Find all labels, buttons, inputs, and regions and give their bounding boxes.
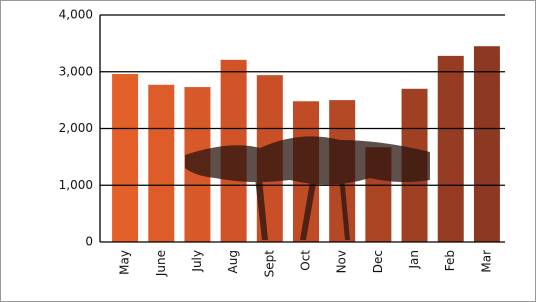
y-tick-label: 3,000 (59, 64, 93, 78)
bar (438, 56, 464, 242)
bar (112, 74, 138, 242)
x-tick-label: June (154, 250, 168, 277)
x-tick-label: Dec (371, 250, 385, 273)
x-tick-label: Feb (443, 250, 457, 271)
chart: May June July Aug Sept Oct Nov Dec Jan Feb Mar 0 1,0… (0, 0, 536, 302)
bar (148, 85, 174, 242)
x-tick-label: Sept (262, 250, 276, 278)
x-tick-label: Nov (335, 250, 349, 273)
x-tick-label: Oct (299, 250, 313, 271)
x-tick-label: Aug (226, 250, 240, 273)
x-tick-label: May (118, 250, 132, 275)
x-tick-label: Mar (479, 250, 493, 273)
y-tick-label: 0 (85, 235, 93, 249)
y-tick-label: 1,000 (59, 178, 93, 192)
x-tick-label: Jan (407, 250, 421, 270)
y-tick-label: 2,000 (59, 121, 93, 135)
bar (474, 46, 500, 242)
x-tick-label: July (190, 250, 204, 273)
y-tick-label: 4,000 (59, 8, 93, 22)
